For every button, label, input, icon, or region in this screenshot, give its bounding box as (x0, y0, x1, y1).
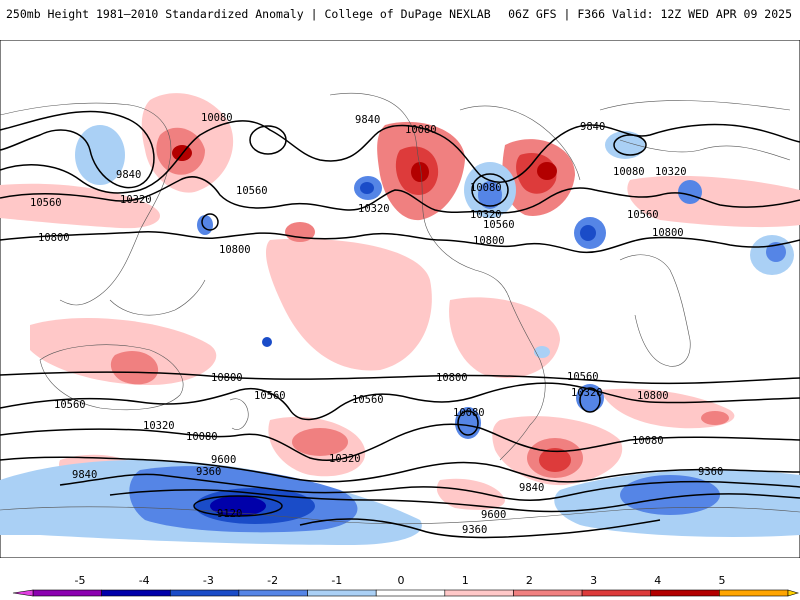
model-run-info: 06Z GFS | F366 Valid: 12Z WED APR 09 202… (508, 7, 792, 21)
contour-label: 10800 (219, 244, 251, 256)
colorbar-swatch (101, 589, 171, 597)
contour-label: 9360 (196, 466, 221, 478)
contour-label: 10560 (54, 399, 86, 411)
colorbar-swatch (444, 589, 514, 597)
colorbar-tick-label: 5 (719, 574, 726, 587)
colorbar-tick-label: -1 (331, 574, 342, 587)
contour-label: 10560 (236, 185, 268, 197)
colorbar: -5 -4 -3 -2 -1 0 1 2 3 4 5 (0, 562, 800, 600)
contour-label: 9840 (355, 114, 380, 126)
colorbar-svg: -5 -4 -3 -2 -1 0 1 2 3 4 5 (12, 574, 800, 597)
colorbar-tick-label: 1 (462, 574, 469, 587)
contour-label: 10560 (483, 219, 515, 231)
contour-label: 10320 (120, 194, 152, 206)
contour-label: 10560 (30, 197, 62, 209)
contour-label: 10320 (470, 209, 502, 221)
contour-label: 9120 (217, 508, 242, 520)
colorbar-tick-label: -3 (203, 574, 214, 587)
colorbar-swatch (650, 589, 720, 597)
contour-label: 9600 (211, 454, 236, 466)
colorbar-swatch (238, 589, 308, 597)
colorbar-swatch (513, 589, 583, 597)
contour-label: 10080 (453, 407, 485, 419)
contour-label-group: 10080 9840 10080 9840 10560 10320 10560 … (30, 112, 723, 536)
contour-label: 10320 (329, 453, 361, 465)
contour-label: 9840 (580, 121, 605, 133)
map-title: 250mb Height 1981–2010 Standardized Anom… (6, 7, 491, 21)
contour-label: 10080 (201, 112, 233, 124)
colorbar-tick-label: 4 (654, 574, 661, 587)
contour-label: 10080 (632, 435, 664, 447)
contour-label: 9840 (116, 169, 141, 181)
contour-label: 10320 (571, 387, 603, 399)
contour-label: 10320 (143, 420, 175, 432)
contour-label: 10320 (358, 203, 390, 215)
height-contours (0, 110, 800, 539)
colorbar-tick-label: 3 (590, 574, 597, 587)
coastlines (0, 92, 800, 525)
map-canvas: 10080 9840 10080 9840 10560 10320 10560 … (0, 40, 800, 558)
colorbar-swatch (375, 589, 446, 597)
header: 250mb Height 1981–2010 Standardized Anom… (0, 0, 800, 28)
contour-label: 10560 (627, 209, 659, 221)
colorbar-tick-label: -2 (267, 574, 278, 587)
contour-label: 10080 (405, 124, 437, 136)
positive-anomaly-regions (0, 93, 800, 510)
colorbar-tick-label: 2 (526, 574, 533, 587)
contour-label: 10560 (254, 390, 286, 402)
contour-label: 10800 (38, 232, 70, 244)
colorbar-swatch (581, 589, 652, 597)
colorbar-swatch (169, 589, 240, 597)
colorbar-swatch (307, 589, 377, 597)
contour-label: 10560 (352, 394, 384, 406)
contour-label: 10800 (436, 372, 468, 384)
contour-label: 10080 (186, 431, 218, 443)
colorbar-max-arrow (787, 589, 800, 597)
contour-label: 10800 (637, 390, 669, 402)
contour-label: 10800 (473, 235, 505, 247)
colorbar-tick-label: -5 (75, 574, 86, 587)
contour-label: 9360 (462, 524, 487, 536)
contour-label: 10800 (652, 227, 684, 239)
colorbar-min-arrow (12, 589, 34, 597)
colorbar-swatch (719, 589, 789, 597)
contour-label: 9840 (72, 469, 97, 481)
contour-label: 10080 (613, 166, 645, 178)
contour-label: 9360 (698, 466, 723, 478)
colorbar-tick-label: 0 (398, 574, 405, 587)
contour-label: 10560 (567, 371, 599, 383)
colorbar-swatch (32, 589, 102, 597)
contour-label: 10080 (470, 182, 502, 194)
contour-label: 10320 (655, 166, 687, 178)
contour-label: 9840 (519, 482, 544, 494)
contour-label: 9600 (481, 509, 506, 521)
anomaly-map: 10080 9840 10080 9840 10560 10320 10560 … (0, 40, 800, 558)
colorbar-tick-label: -4 (139, 574, 150, 587)
contour-label: 10800 (211, 372, 243, 384)
